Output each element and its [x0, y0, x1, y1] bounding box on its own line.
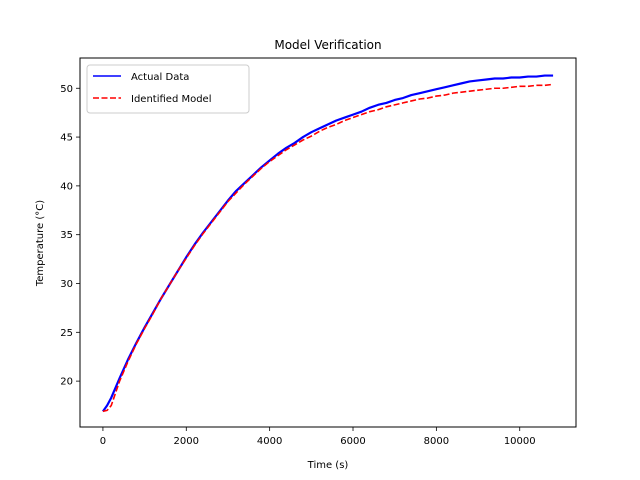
plot-frame — [79, 57, 577, 428]
x-tick-label: 2000 — [174, 436, 199, 447]
legend-box — [86, 64, 250, 114]
x-axis-ticks: 0 2000 4000 6000 8000 10000 — [100, 427, 536, 447]
y-tick-label: 45 — [60, 133, 73, 144]
x-tick-label: 10000 — [504, 436, 536, 447]
legend-label-actual-data: Actual Data — [131, 72, 189, 83]
x-tick-label: 0 — [100, 436, 106, 447]
y-tick-label: 20 — [60, 377, 73, 388]
plot-content — [102, 74, 554, 413]
x-tick-label: 4000 — [257, 436, 282, 447]
chart-title: Model Verification — [274, 38, 381, 52]
y-tick-label: 30 — [60, 279, 73, 290]
y-axis-ticks: 20 25 30 35 40 45 50 — [60, 84, 80, 388]
y-tick-label: 35 — [60, 230, 73, 241]
y-tick-label: 50 — [60, 84, 73, 95]
x-axis-label: Time (s) — [307, 460, 349, 471]
series-line-identified-model — [102, 83, 554, 413]
x-tick-label: 6000 — [340, 436, 365, 447]
y-tick-label: 25 — [60, 328, 73, 339]
y-axis-label: Temperature (°C) — [35, 200, 46, 287]
legend: Actual Data Identified Model — [86, 64, 250, 114]
y-tick-label: 40 — [60, 181, 73, 192]
legend-label-identified-model: Identified Model — [131, 94, 212, 105]
x-tick-label: 8000 — [424, 436, 449, 447]
